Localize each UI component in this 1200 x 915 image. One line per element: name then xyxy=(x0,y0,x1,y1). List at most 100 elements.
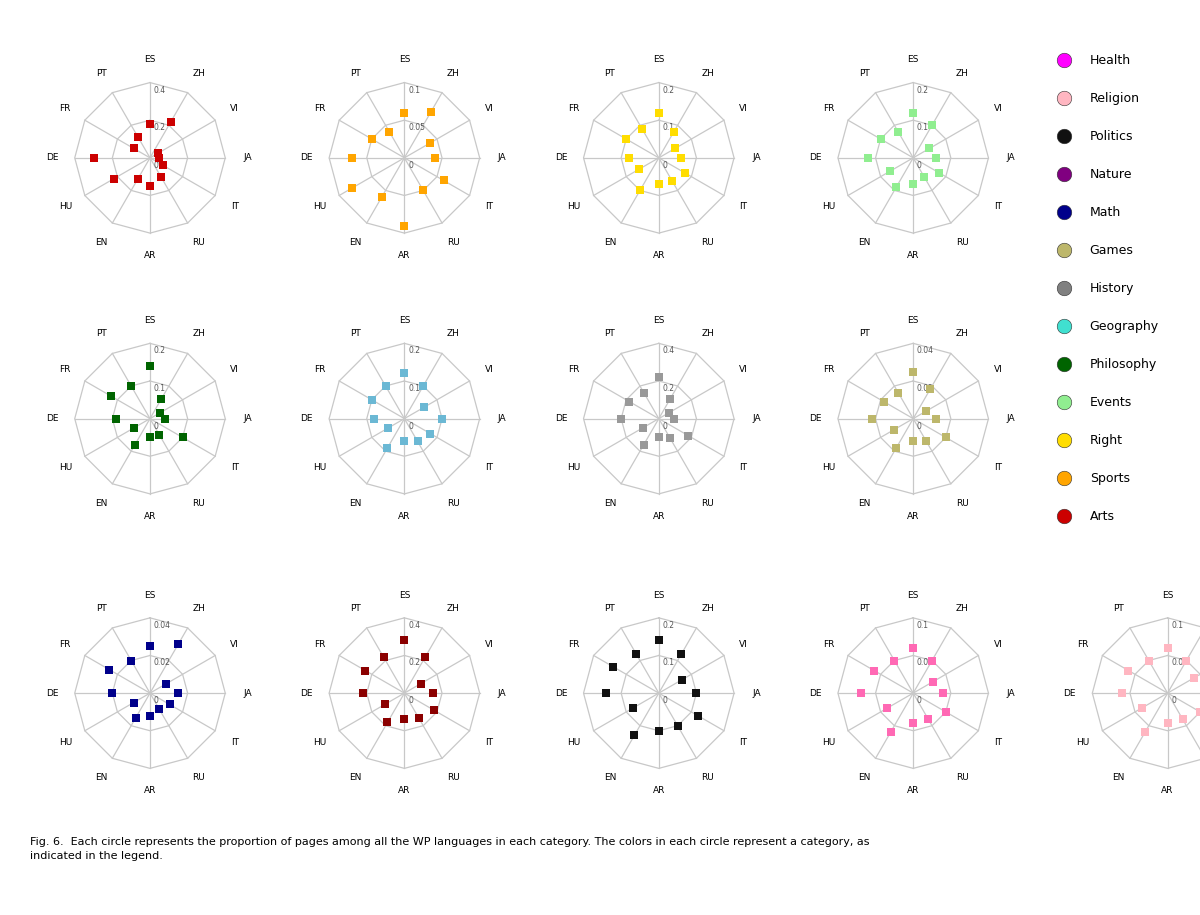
Point xyxy=(173,430,192,445)
Point xyxy=(124,141,143,156)
Point xyxy=(140,116,160,131)
Point xyxy=(904,177,923,191)
Point xyxy=(1190,705,1200,719)
Point xyxy=(660,431,679,446)
Text: AR: AR xyxy=(1162,787,1174,795)
Point xyxy=(160,697,179,712)
Point xyxy=(665,124,684,139)
Point xyxy=(169,637,188,651)
Point xyxy=(904,434,923,448)
Text: AR: AR xyxy=(907,787,919,795)
Text: JA: JA xyxy=(244,154,252,162)
Text: VI: VI xyxy=(485,640,493,649)
Text: 0.2: 0.2 xyxy=(154,347,166,355)
Point xyxy=(421,135,440,150)
Point xyxy=(936,430,955,445)
Text: Games: Games xyxy=(1090,243,1134,257)
Text: 0: 0 xyxy=(662,696,667,705)
Point xyxy=(884,653,904,668)
Point xyxy=(864,663,883,678)
Text: 0: 0 xyxy=(662,161,667,170)
Text: HU: HU xyxy=(568,202,581,211)
Text: DE: DE xyxy=(46,414,59,423)
Point xyxy=(395,366,414,381)
Text: ZH: ZH xyxy=(446,604,460,613)
Point xyxy=(926,412,946,426)
Text: RU: RU xyxy=(701,773,714,782)
Point xyxy=(604,660,623,674)
Text: HU: HU xyxy=(313,463,326,472)
Text: ES: ES xyxy=(653,591,665,599)
Point xyxy=(887,441,906,456)
Text: RU: RU xyxy=(446,499,460,508)
Point xyxy=(926,151,946,166)
Point xyxy=(904,640,923,655)
Point xyxy=(888,124,907,139)
Text: AR: AR xyxy=(907,252,919,260)
Point xyxy=(634,437,653,452)
Text: 0: 0 xyxy=(154,422,158,431)
Point xyxy=(149,145,168,160)
Text: VI: VI xyxy=(994,365,1002,374)
Text: 0.4: 0.4 xyxy=(154,86,166,94)
Text: JA: JA xyxy=(498,689,506,697)
Text: HU: HU xyxy=(822,463,835,472)
Text: AR: AR xyxy=(398,512,410,521)
Text: EN: EN xyxy=(858,773,870,782)
Point xyxy=(395,712,414,727)
Text: Right: Right xyxy=(1090,434,1123,447)
Point xyxy=(408,434,427,448)
Point xyxy=(686,686,706,701)
Text: RU: RU xyxy=(192,773,205,782)
Text: AR: AR xyxy=(653,787,665,795)
Text: HU: HU xyxy=(822,737,835,747)
Text: 0: 0 xyxy=(408,422,413,431)
Point xyxy=(372,189,391,204)
Text: Arts: Arts xyxy=(1090,510,1115,522)
Text: IT: IT xyxy=(739,463,748,472)
Point xyxy=(425,151,444,166)
Point xyxy=(689,708,708,723)
Text: EN: EN xyxy=(349,773,361,782)
Text: Geography: Geography xyxy=(1090,319,1159,333)
Text: AR: AR xyxy=(907,512,919,521)
Point xyxy=(150,405,169,420)
Point xyxy=(904,716,923,730)
Point xyxy=(376,379,395,393)
Point xyxy=(415,650,434,664)
Point xyxy=(378,441,397,456)
Point xyxy=(917,434,936,448)
Text: ZH: ZH xyxy=(192,69,205,78)
Text: 0: 0 xyxy=(917,161,922,170)
Text: VI: VI xyxy=(994,640,1002,649)
Text: 0: 0 xyxy=(408,696,413,705)
Point xyxy=(378,716,397,730)
Text: HU: HU xyxy=(313,202,326,211)
Point xyxy=(378,421,397,436)
Point xyxy=(362,393,382,407)
Text: 0.1: 0.1 xyxy=(408,384,420,393)
Text: 0.1: 0.1 xyxy=(662,124,674,132)
Text: VI: VI xyxy=(994,104,1002,113)
Point xyxy=(154,158,173,173)
Point xyxy=(660,392,679,406)
Text: VI: VI xyxy=(230,640,239,649)
Point xyxy=(376,697,395,712)
Text: ES: ES xyxy=(907,56,919,64)
Point xyxy=(632,121,652,135)
Text: IT: IT xyxy=(739,202,748,211)
Text: Religion: Religion xyxy=(1090,92,1140,104)
Text: ZH: ZH xyxy=(955,69,968,78)
Point xyxy=(887,180,906,195)
Point xyxy=(124,421,143,436)
Point xyxy=(1055,357,1074,371)
Point xyxy=(1055,433,1074,447)
Text: HU: HU xyxy=(313,737,326,747)
Text: HU: HU xyxy=(59,737,72,747)
Text: ZH: ZH xyxy=(701,329,714,339)
Point xyxy=(140,639,160,653)
Point xyxy=(1132,701,1151,716)
Text: IT: IT xyxy=(994,463,1002,472)
Point xyxy=(917,404,936,418)
Text: AR: AR xyxy=(653,512,665,521)
